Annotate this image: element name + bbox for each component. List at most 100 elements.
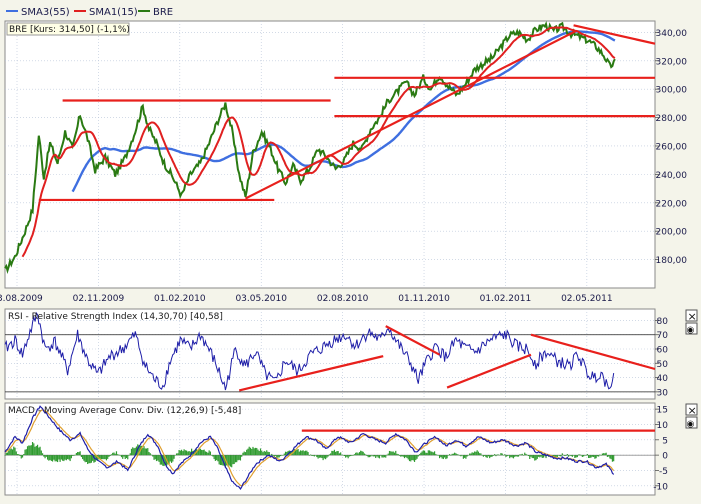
- macd-histogram-bar: [266, 450, 268, 456]
- x-tick-label: 01.02.2011: [480, 294, 532, 304]
- macd-histogram-bar: [537, 455, 540, 457]
- macd-histogram-bar: [380, 455, 382, 456]
- macd-histogram-bar: [157, 455, 159, 461]
- macd-histogram-bar: [393, 452, 396, 456]
- macd-histogram-bar: [155, 455, 158, 462]
- macd-histogram-bar: [435, 454, 437, 456]
- macd-histogram-bar: [497, 454, 500, 456]
- macd-histogram-bar: [246, 449, 248, 456]
- macd-histogram-bar: [127, 455, 129, 460]
- macd-histogram-bar: [598, 455, 600, 457]
- macd-histogram-bar: [456, 454, 458, 456]
- macd-histogram-bar: [317, 455, 319, 459]
- macd-histogram-bar: [426, 452, 428, 456]
- macd-histogram-bar: [343, 455, 346, 457]
- macd-toggle-button[interactable]: ◉: [685, 416, 698, 430]
- macd-histogram-bar: [387, 453, 389, 456]
- macd-histogram-bar: [63, 455, 65, 462]
- y-tick-label: 15: [657, 406, 668, 416]
- macd-histogram-bar: [585, 455, 587, 456]
- macd-histogram-bar: [397, 454, 399, 456]
- macd-histogram-bar: [92, 455, 94, 461]
- macd-histogram-bar: [581, 455, 583, 457]
- macd-histogram-bar: [45, 455, 47, 457]
- macd-histogram-bar: [187, 451, 189, 456]
- macd-histogram-bar: [516, 455, 518, 457]
- macd-histogram-bar: [304, 450, 307, 456]
- macd-histogram-bar: [114, 453, 116, 456]
- macd-histogram-bar: [494, 454, 496, 456]
- macd-histogram-bar: [580, 455, 582, 456]
- macd-histogram-bar: [252, 446, 254, 456]
- macd-histogram-bar: [150, 454, 153, 456]
- macd-histogram-bar: [487, 455, 490, 457]
- macd-histogram-bar: [298, 451, 300, 456]
- macd-histogram-bar: [443, 455, 446, 458]
- macd-histogram-bar: [274, 455, 277, 456]
- rsi-toggle-button[interactable]: ◉: [685, 322, 698, 336]
- macd-histogram-bar: [98, 455, 100, 460]
- macd-histogram-bar: [109, 455, 111, 456]
- macd-histogram-bar: [332, 451, 334, 456]
- macd-histogram-bar: [202, 450, 204, 456]
- macd-histogram-bar: [25, 449, 27, 456]
- macd-histogram-bar: [595, 455, 597, 459]
- macd-histogram-bar: [341, 454, 343, 456]
- macd-histogram-bar: [40, 450, 42, 456]
- svg-text:×: ×: [688, 404, 697, 417]
- macd-histogram-bar: [420, 452, 422, 456]
- macd-histogram-bar: [309, 454, 312, 456]
- macd-histogram-bar: [594, 455, 596, 459]
- rsi-close-button[interactable]: ×: [685, 309, 698, 323]
- macd-histogram-bar: [28, 445, 30, 456]
- y-tick-label: 180,00: [656, 256, 688, 266]
- macd-histogram-bar: [82, 455, 84, 460]
- macd-histogram-bar: [272, 455, 274, 456]
- macd-histogram-bar: [53, 455, 55, 460]
- macd-histogram-bar: [502, 455, 505, 456]
- macd-histogram-bar: [100, 455, 103, 460]
- macd-histogram-bar: [421, 451, 423, 456]
- macd-histogram-bar: [388, 450, 391, 456]
- macd-histogram-bar: [475, 451, 477, 456]
- macd-histogram-bar: [214, 455, 217, 461]
- macd-histogram-bar: [586, 454, 588, 456]
- macd-histogram-bar: [514, 455, 516, 457]
- macd-histogram-bar: [375, 455, 377, 459]
- macd-histogram-bar: [93, 455, 95, 463]
- macd-histogram-bar: [104, 455, 106, 460]
- macd-histogram-bar: [381, 455, 383, 458]
- macd-histogram-bar: [567, 455, 570, 457]
- macd-histogram-bar: [348, 455, 351, 457]
- macd-histogram-bar: [213, 455, 215, 460]
- macd-title: MACD - Moving Average Conv. Div. (12,26,…: [8, 406, 241, 416]
- macd-histogram-bar: [385, 455, 387, 458]
- macd-histogram-bar: [147, 448, 149, 456]
- y-tick-label: 240,00: [656, 171, 688, 181]
- macd-histogram-bar: [14, 447, 16, 456]
- macd-histogram-bar: [185, 450, 188, 456]
- macd-histogram-bar: [450, 455, 452, 456]
- macd-histogram-bar: [534, 455, 536, 461]
- macd-histogram-bar: [501, 453, 503, 456]
- macd-histogram-bar: [271, 453, 273, 456]
- macd-histogram-bar: [138, 445, 140, 456]
- rsi-trend-line: [385, 325, 441, 356]
- macd-histogram-bar: [15, 451, 17, 456]
- x-tick-label: 01.02.2010: [154, 294, 206, 304]
- x-tick-label: 02.08.2010: [317, 294, 369, 304]
- y-tick-label: 0: [662, 452, 668, 462]
- macd-histogram-bar: [48, 455, 50, 461]
- trend-lines: [38, 24, 656, 432]
- macd-histogram-bar: [90, 455, 93, 463]
- macd-histogram-bar: [276, 455, 278, 459]
- macd-histogram-bar: [600, 455, 602, 456]
- macd-histogram-bar: [268, 452, 270, 456]
- macd-histogram-bar: [454, 452, 456, 456]
- macd-histogram-bar: [578, 454, 580, 456]
- macd-histogram-bar: [362, 451, 364, 456]
- macd-histogram-bar: [611, 455, 614, 462]
- macd-close-button[interactable]: ×: [685, 403, 698, 417]
- macd-histogram-bar: [129, 453, 131, 456]
- macd-histogram-bar: [207, 452, 209, 456]
